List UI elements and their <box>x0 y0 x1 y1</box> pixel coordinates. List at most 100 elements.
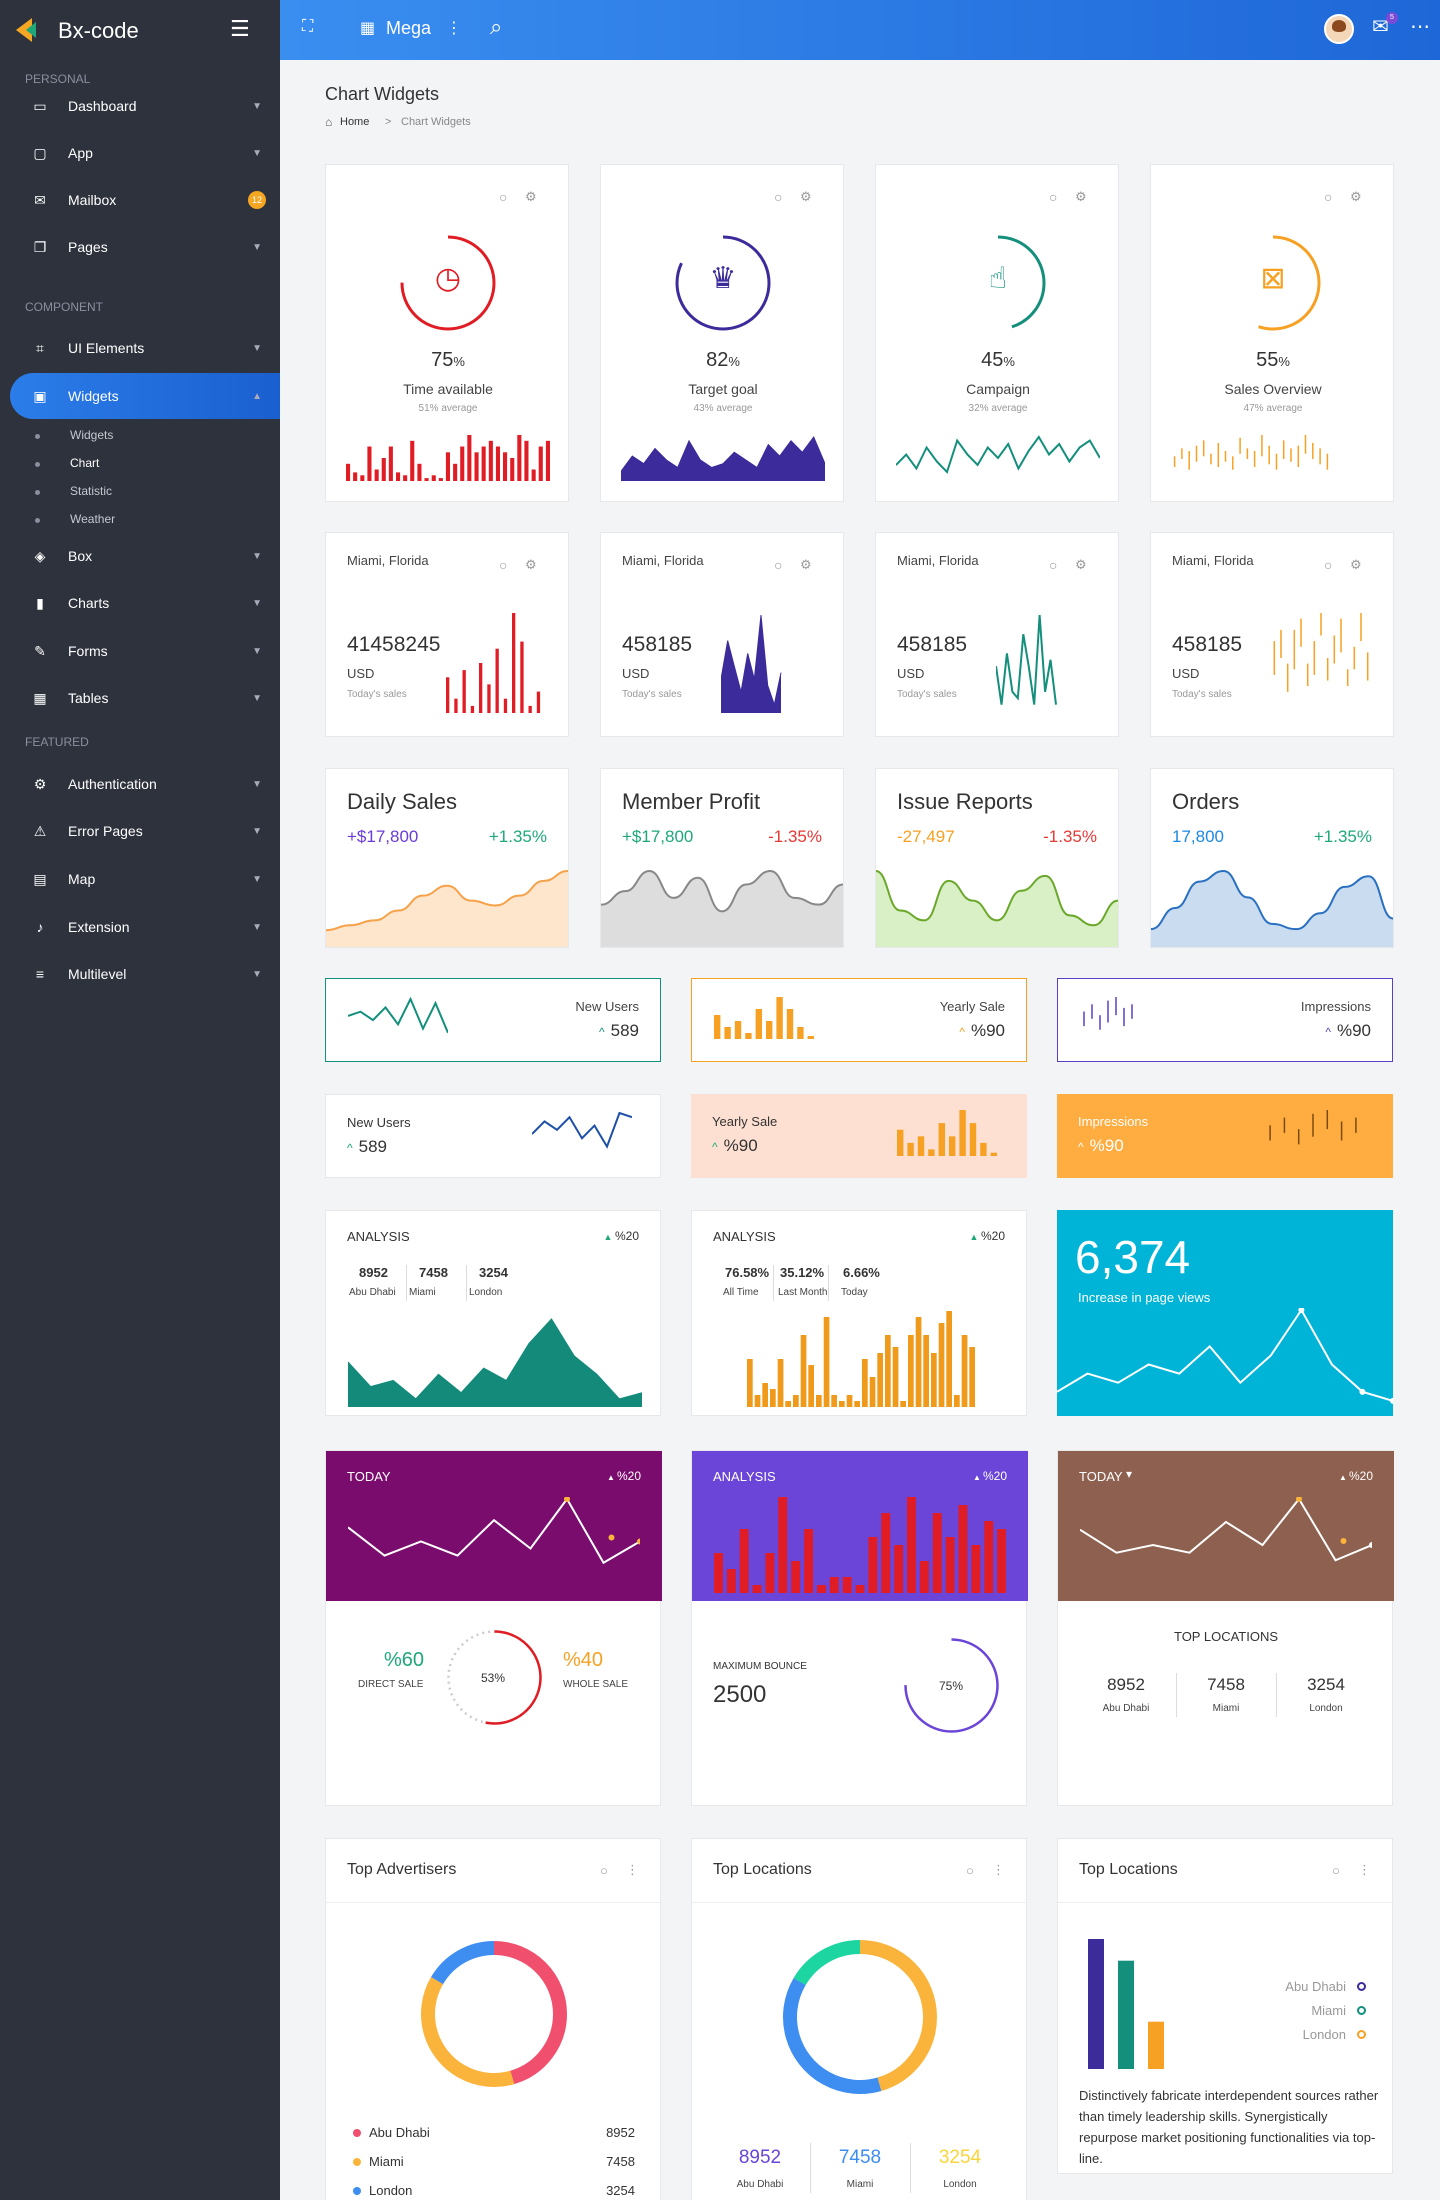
progress-percent: 82% <box>601 349 845 372</box>
search-icon[interactable]: ⌕ <box>490 14 503 39</box>
combo-title: TODAY <box>347 1469 391 1484</box>
submenu-item-statistic[interactable]: Statistic <box>70 484 113 498</box>
refresh-icon[interactable]: ○ <box>499 557 508 573</box>
analysis-stat-label: Abu Dhabi <box>349 1287 396 1298</box>
hamburger-menu-icon[interactable]: ☰ <box>230 16 250 41</box>
refresh-icon[interactable]: ○ <box>1332 1863 1340 1878</box>
sidebar-item-error-pages[interactable]: ⚠ Error Pages ▼ <box>10 808 280 854</box>
more-vertical-icon[interactable]: ⋮ <box>1358 1862 1371 1877</box>
sidebar-item-extension[interactable]: ♪ Extension ▼ <box>10 904 280 950</box>
refresh-icon[interactable]: ○ <box>600 1863 608 1878</box>
sidebar-item-label: Pages <box>68 239 108 255</box>
stat-divider <box>910 2143 911 2193</box>
page-views-label: Increase in page views <box>1078 1290 1211 1305</box>
home-icon[interactable]: ⌂ <box>325 115 333 129</box>
submenu-item-weather[interactable]: Weather <box>70 512 116 526</box>
legend-value: 3254 <box>606 2183 635 2198</box>
brand-name[interactable]: Bx-code <box>58 18 139 43</box>
combo-bar <box>894 1545 904 1593</box>
chevron-down-icon: ▼ <box>252 597 262 609</box>
refresh-icon[interactable]: ○ <box>966 1863 974 1878</box>
chevron-down-icon: ▼ <box>252 778 262 790</box>
sidebar-item-tables[interactable]: ▦ Tables ▼ <box>10 675 280 721</box>
refresh-icon[interactable]: ○ <box>1049 189 1058 205</box>
user-avatar[interactable] <box>1324 14 1354 44</box>
more-vertical-icon[interactable]: ⋮ <box>992 1862 1005 1877</box>
submenu-item-chart[interactable]: Chart <box>70 456 100 470</box>
sidebar-item-forms[interactable]: ✎ Forms ▼ <box>10 628 280 674</box>
sidebar-item-dashboard[interactable]: ▭ Dashboard ▼ <box>10 83 280 129</box>
mail-envelope-icon[interactable]: ✉ <box>1372 16 1389 38</box>
sidebar-item-multilevel[interactable]: ≡ Multilevel ▼ <box>10 951 280 997</box>
progress-percent: 55% <box>1151 349 1395 372</box>
refresh-icon[interactable]: ○ <box>1324 557 1333 573</box>
sidebar-item-app[interactable]: ▢ App ▼ <box>10 130 280 176</box>
more-vertical-icon[interactable]: ⋮ <box>626 1862 639 1877</box>
location-stat-label: London <box>1309 1703 1343 1714</box>
settings-gear-icon[interactable]: ⚙ <box>525 189 537 204</box>
sidebar-item-map[interactable]: ▤ Map ▼ <box>10 856 280 902</box>
sidebar-item-label: Error Pages <box>68 823 143 839</box>
refresh-icon[interactable]: ○ <box>1049 557 1058 573</box>
refresh-icon[interactable]: ○ <box>774 557 783 573</box>
combo-header: TODAY ▲ %20 <box>326 1451 662 1601</box>
settings-gear-icon[interactable]: ⚙ <box>1350 189 1362 204</box>
analysis-stat-value: 35.12% <box>780 1265 825 1280</box>
location-label: Miami, Florida <box>347 553 429 568</box>
sparkline-bar <box>460 446 465 481</box>
sales-sparkline <box>721 614 782 713</box>
sidebar-item-label: Extension <box>68 919 130 935</box>
sparkline-bar <box>445 452 450 481</box>
sidebar-item-ui-elements[interactable]: ⌗ UI Elements ▼ <box>10 325 280 371</box>
sidebar-item-pages[interactable]: ❐ Pages ▼ <box>10 224 280 270</box>
legend-dot-icon <box>353 2158 361 2166</box>
stat-divider <box>1176 1673 1177 1717</box>
analysis-bar <box>946 1311 952 1407</box>
trend-title: Daily Sales <box>347 789 458 814</box>
settings-gear-icon[interactable]: ⚙ <box>1350 557 1362 572</box>
combo-bar <box>726 1569 736 1593</box>
desktop-icon: ▢ <box>33 144 47 161</box>
analysis-bar <box>938 1323 945 1407</box>
sidebar-item-box[interactable]: ◈ Box ▼ <box>10 533 280 579</box>
settings-gear-icon[interactable]: ⚙ <box>525 557 537 572</box>
caret-up-icon: ^ <box>1078 1140 1084 1154</box>
mega-menu-label[interactable]: Mega <box>386 18 432 38</box>
fullscreen-icon[interactable]: ⛶ <box>302 18 314 35</box>
pen-icon: ✎ <box>34 642 46 659</box>
trend-value: -27,497 <box>897 827 955 846</box>
trend-widget-1: Daily Sales +$17,800 +1.35% <box>325 768 569 948</box>
stat-bar <box>949 1136 956 1156</box>
refresh-icon[interactable]: ○ <box>1324 189 1333 205</box>
dropdown-caret-icon[interactable]: ▾ <box>1126 1467 1133 1481</box>
bar-chart-icon: ▮ <box>36 594 44 611</box>
sidebar-item-charts[interactable]: ▮ Charts ▼ <box>10 580 280 626</box>
breadcrumb-home[interactable]: Home <box>340 116 370 128</box>
analysis-bar <box>839 1401 845 1407</box>
triangle-up-icon: ▲ <box>969 1232 981 1242</box>
sidebar-item-widgets[interactable]: ▣ Widgets ▲ <box>10 373 280 419</box>
analysis-stat-value: 7458 <box>419 1265 448 1280</box>
analysis-title: ANALYSIS <box>713 1229 776 1244</box>
mega-menu-more-icon[interactable]: ⋮ <box>446 20 462 37</box>
combo-title: ANALYSIS <box>713 1469 776 1484</box>
submenu-item-widgets[interactable]: Widgets <box>70 428 114 442</box>
settings-gear-icon[interactable]: ⚙ <box>1075 557 1087 572</box>
more-options-icon[interactable]: ⋯ <box>1410 16 1430 38</box>
stat-box-outline-3: Impressions ^ %90 <box>1057 978 1393 1062</box>
settings-gear-icon[interactable]: ⚙ <box>1075 189 1087 204</box>
refresh-icon[interactable]: ○ <box>499 189 508 205</box>
stat-box-filled-3: Impressions ^ %90 <box>1057 1094 1393 1178</box>
combo-bar <box>855 1585 865 1593</box>
progress-average: 47% average <box>1243 403 1303 414</box>
refresh-icon[interactable]: ○ <box>774 189 783 205</box>
settings-gear-icon[interactable]: ⚙ <box>800 189 812 204</box>
sidebar-item-mailbox[interactable]: ✉ Mailbox 12 <box>10 177 280 223</box>
settings-gear-icon[interactable]: ⚙ <box>800 557 812 572</box>
sidebar-item-authentication[interactable]: ⚙ Authentication ▼ <box>10 761 280 807</box>
trend-line <box>876 870 1118 927</box>
monitor-icon: ▭ <box>33 97 47 114</box>
sidebar-item-label: UI Elements <box>68 340 145 356</box>
stat-line <box>532 1111 632 1149</box>
mega-menu-grid-icon[interactable]: ▦ <box>360 20 376 37</box>
